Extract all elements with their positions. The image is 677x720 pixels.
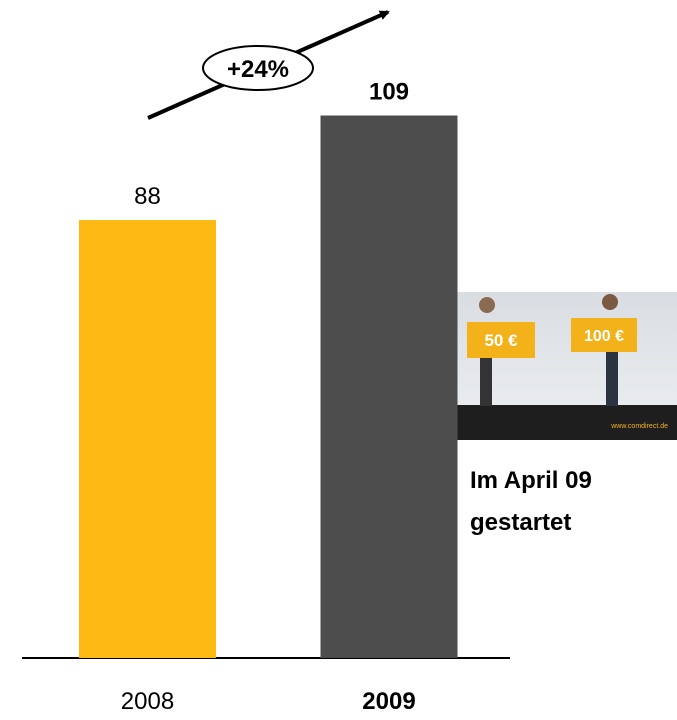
ad-url: www.comdirect.de <box>610 423 668 430</box>
growth-bubble <box>202 45 314 91</box>
ad-text: 100 € <box>584 328 624 345</box>
bar <box>79 220 216 659</box>
value-label: 109 <box>369 79 409 106</box>
bar <box>320 115 458 658</box>
x-tick-label: 2008 <box>121 688 174 715</box>
note: gestartet <box>470 509 571 536</box>
ad-text: 50 € <box>484 331 518 350</box>
x-tick-label: 2009 <box>362 688 415 715</box>
value-label: 88 <box>134 183 161 210</box>
note: Im April 09 <box>470 467 592 494</box>
ad-image: 50 € 100 € www.comdirect.de <box>435 292 677 440</box>
growth-label: +24% <box>227 56 289 83</box>
